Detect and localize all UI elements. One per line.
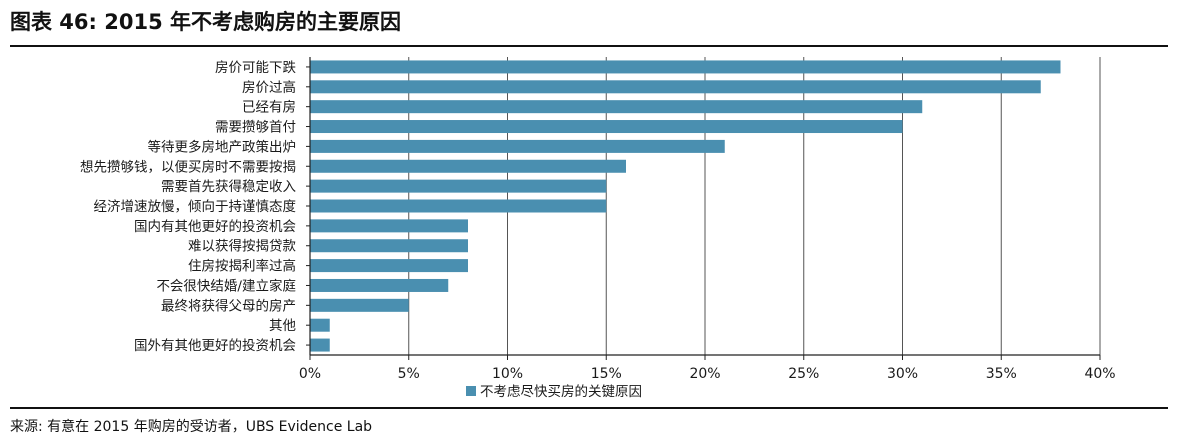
axis-layer bbox=[306, 57, 1101, 360]
bar bbox=[310, 120, 903, 134]
legend-label: 不考虑尽快买房的关键原因 bbox=[480, 384, 642, 400]
category-label: 最终将获得父母的房产 bbox=[161, 297, 296, 314]
bar bbox=[310, 278, 449, 292]
category-label: 经济增速放慢，倾向于持谨慎态度 bbox=[94, 198, 297, 215]
legend: 不考虑尽快买房的关键原因 bbox=[466, 384, 642, 400]
bar bbox=[310, 60, 1061, 74]
bar bbox=[310, 179, 607, 193]
bar bbox=[310, 219, 468, 233]
source-note: 来源: 有意在 2015 年购房的受访者，UBS Evidence Lab bbox=[10, 419, 373, 435]
x-tick-label: 5% bbox=[398, 366, 420, 382]
bar bbox=[310, 159, 626, 173]
bar bbox=[310, 298, 409, 312]
bar bbox=[310, 259, 468, 273]
bar-layer bbox=[310, 60, 1061, 352]
category-label: 等待更多房地产政策出炉 bbox=[148, 138, 297, 155]
category-label: 房价可能下跌 bbox=[215, 60, 296, 76]
category-label: 需要攒够首付 bbox=[215, 120, 296, 136]
x-tick-label: 20% bbox=[689, 366, 720, 382]
bar bbox=[310, 80, 1041, 94]
x-tick-label: 35% bbox=[986, 366, 1017, 382]
category-label: 想先攒够钱，以便买房时不需要按揭 bbox=[80, 159, 296, 175]
x-tick-label: 25% bbox=[788, 366, 819, 382]
figure-title: 图表 46: 2015 年不考虑购房的主要原因 bbox=[10, 10, 402, 34]
bar bbox=[310, 239, 468, 253]
x-tick-label: 0% bbox=[299, 366, 321, 382]
bar bbox=[310, 139, 725, 153]
category-label: 住房按揭利率过高 bbox=[188, 258, 296, 275]
bar bbox=[310, 100, 923, 114]
x-tick-label: 10% bbox=[492, 366, 523, 382]
legend-swatch bbox=[466, 386, 476, 396]
bar bbox=[310, 318, 330, 332]
x-tick-label: 15% bbox=[591, 366, 622, 382]
x-tick-label: 40% bbox=[1084, 366, 1115, 382]
x-tick-label: 30% bbox=[887, 366, 918, 382]
category-label: 已经有房 bbox=[242, 100, 296, 116]
category-label: 其他 bbox=[269, 318, 296, 334]
category-label: 需要首先获得稳定收入 bbox=[161, 178, 296, 195]
category-label: 国外有其他更好的投资机会 bbox=[134, 338, 296, 354]
bar bbox=[310, 199, 607, 213]
category-label: 难以获得按揭贷款 bbox=[188, 238, 296, 255]
tick-label-layer: 0% 5% 10% 15% 20% 25% 30% 35% 40% bbox=[299, 366, 1116, 382]
category-label: 国内有其他更好的投资机会 bbox=[134, 219, 296, 235]
bar bbox=[310, 338, 330, 352]
bottom-rule bbox=[10, 407, 1168, 409]
top-rule bbox=[10, 45, 1168, 47]
category-label-layer: 房价可能下跌房价过高已经有房需要攒够首付等待更多房地产政策出炉想先攒够钱，以便买… bbox=[80, 60, 296, 354]
category-label: 房价过高 bbox=[242, 79, 296, 96]
category-label: 不会很快结婚/建立家庭 bbox=[156, 277, 296, 294]
